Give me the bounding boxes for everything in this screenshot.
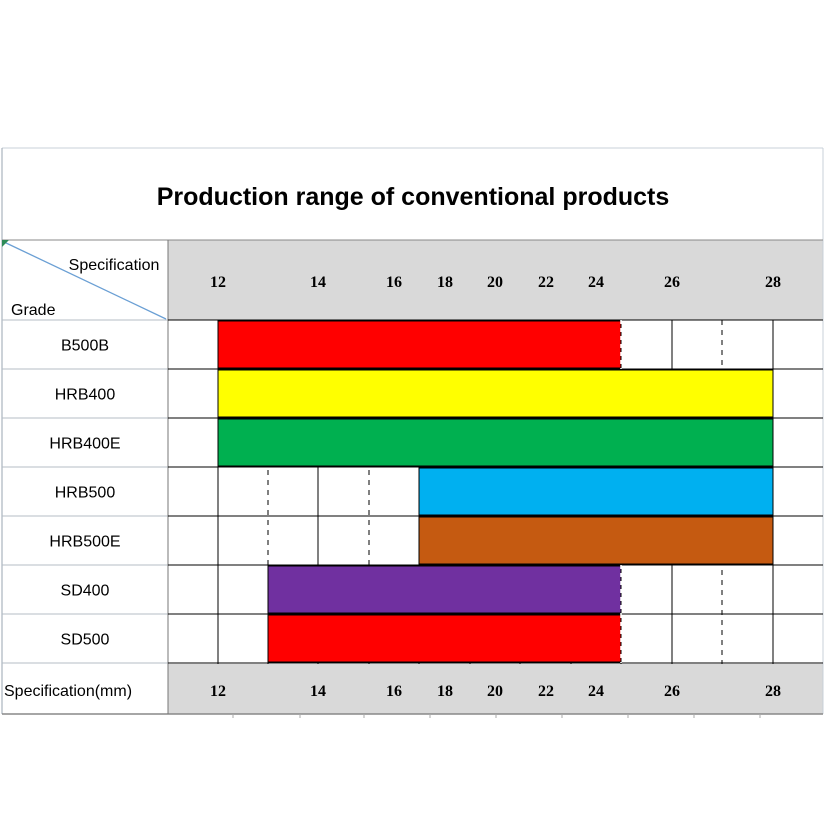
- grade-label: SD400: [61, 583, 110, 600]
- header-tick: 16: [386, 274, 402, 291]
- header-tick: 22: [538, 274, 554, 291]
- footer-tick: 28: [765, 683, 781, 700]
- footer-tick: 24: [588, 683, 604, 700]
- grade-label: HRB500: [55, 485, 116, 502]
- footer-tick: 14: [310, 683, 326, 700]
- bar-b500b: [217, 320, 622, 369]
- bar-sd500: [267, 614, 622, 663]
- grade-label: HRB400: [55, 387, 116, 404]
- footer-spec-label: Specification(mm): [4, 683, 132, 700]
- corner-grade-label: Grade: [11, 302, 56, 319]
- header-tick: 28: [765, 274, 781, 291]
- bar-sd400: [267, 565, 622, 614]
- header-tick: 20: [487, 274, 503, 291]
- header-tick: 14: [310, 274, 326, 291]
- footer-tick: 26: [664, 683, 680, 700]
- bar-hrb500: [418, 467, 774, 516]
- header-tick: 18: [437, 274, 453, 291]
- header-tick: 26: [664, 274, 680, 291]
- bar-hrb400e: [217, 418, 774, 467]
- grade-label: SD500: [61, 632, 110, 649]
- grade-label: HRB500E: [49, 534, 120, 551]
- grade-label: HRB400E: [49, 436, 120, 453]
- footer-tick: 20: [487, 683, 503, 700]
- header-tick: 12: [210, 274, 226, 291]
- footer-tick: 16: [386, 683, 402, 700]
- chart-title: Production range of conventional product…: [157, 183, 670, 211]
- bar-hrb400: [217, 369, 774, 418]
- footer-tick: 12: [210, 683, 226, 700]
- grade-label: B500B: [61, 338, 109, 355]
- footer-tick: 22: [538, 683, 554, 700]
- footer-tick: 18: [437, 683, 453, 700]
- header-tick: 24: [588, 274, 604, 291]
- corner-spec-label: Specification: [69, 257, 160, 274]
- bar-hrb500e: [418, 516, 774, 565]
